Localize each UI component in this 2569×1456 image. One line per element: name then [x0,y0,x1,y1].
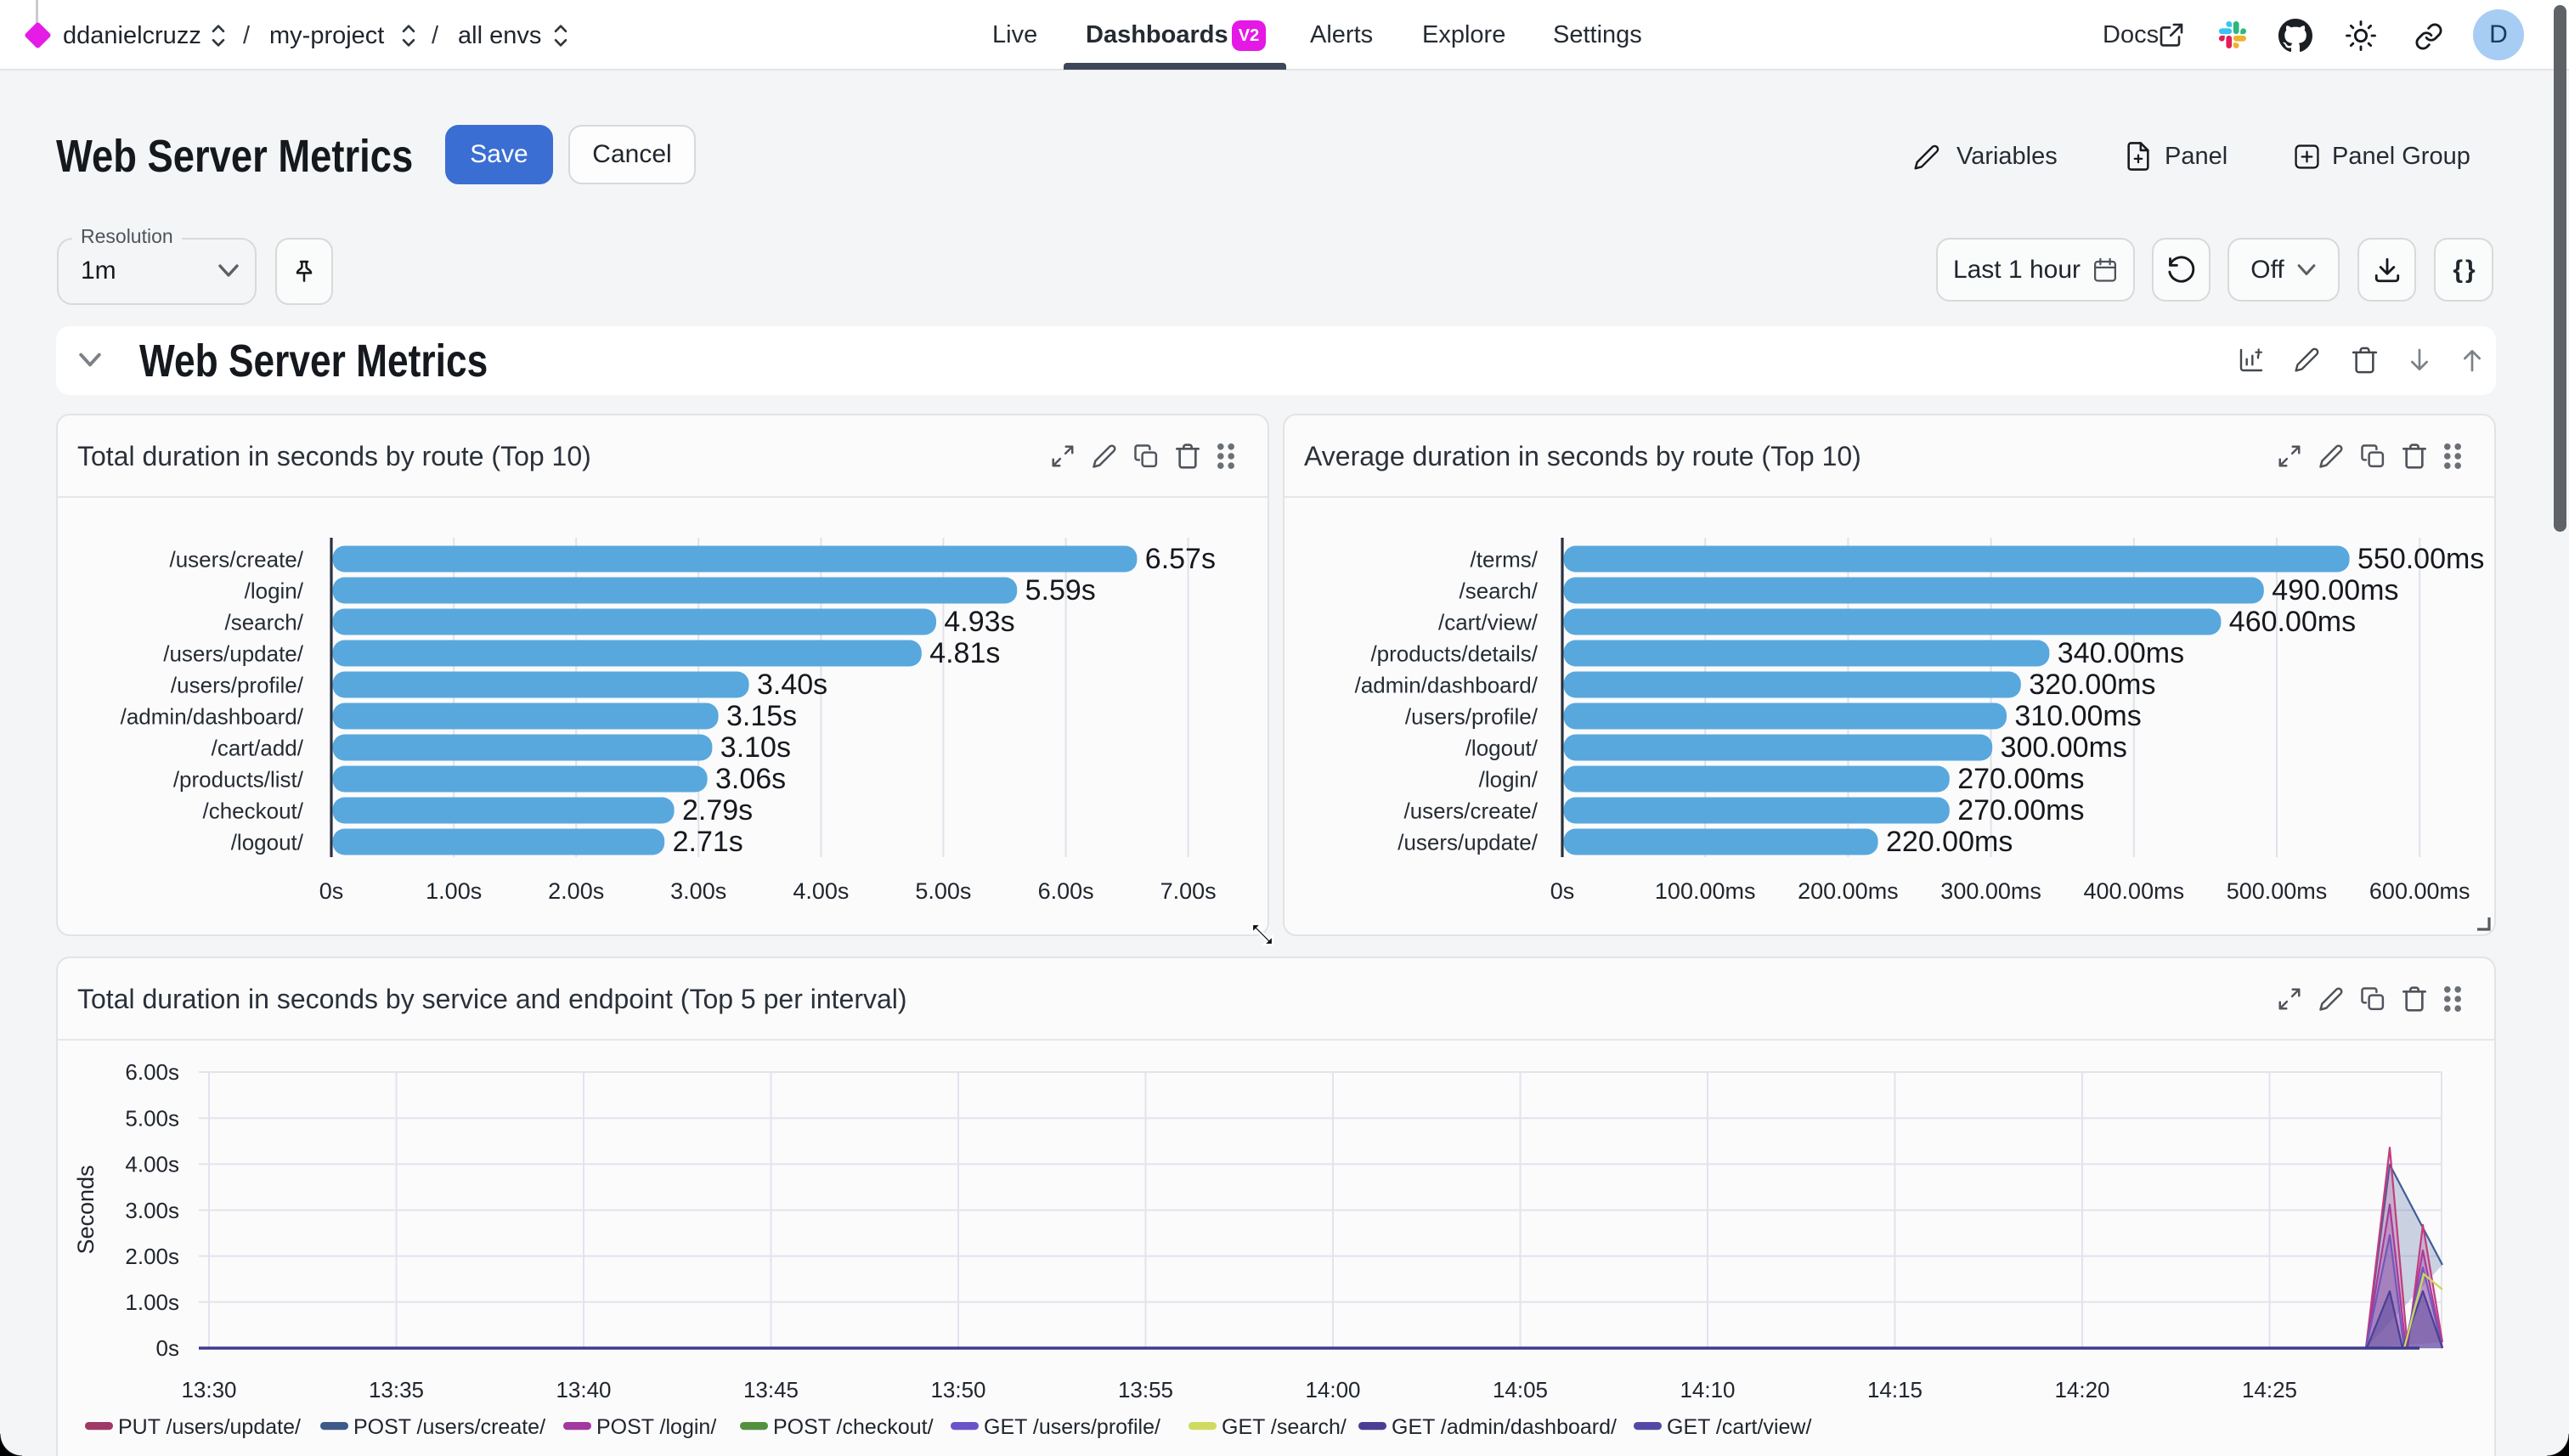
svg-text:100.00ms: 100.00ms [1655,878,1756,904]
svg-text:3.15s: 3.15s [726,700,797,732]
svg-text:/users/update/: /users/update/ [163,641,304,666]
svg-text:220.00ms: 220.00ms [1886,826,2013,858]
svg-text:/admin/dashboard/: /admin/dashboard/ [1355,672,1539,697]
svg-text:/login/: /login/ [1479,766,1539,792]
svg-text:13:40: 13:40 [556,1377,611,1402]
svg-text:5.00s: 5.00s [125,1105,179,1131]
svg-text:/users/update/: /users/update/ [1397,829,1539,855]
svg-text:/products/details/: /products/details/ [1370,641,1538,666]
svg-text:GET /cart/view/: GET /cart/view/ [1667,1415,1811,1439]
svg-text:2.00s: 2.00s [125,1244,179,1269]
svg-text:/search/: /search/ [225,609,304,635]
svg-text:460.00ms: 460.00ms [2229,606,2356,638]
svg-text:1.00s: 1.00s [426,878,482,904]
svg-text:2.71s: 2.71s [673,826,743,858]
svg-text:14:00: 14:00 [1305,1377,1360,1402]
svg-text:300.00ms: 300.00ms [1940,878,2041,904]
svg-text:/admin/dashboard/: /admin/dashboard/ [121,703,304,729]
svg-text:14:20: 14:20 [2054,1377,2109,1402]
svg-text:1.00s: 1.00s [125,1290,179,1315]
svg-text:6.57s: 6.57s [1145,543,1216,575]
svg-text:270.00ms: 270.00ms [1957,794,2084,827]
svg-text:3.10s: 3.10s [720,731,791,764]
svg-text:/users/profile/: /users/profile/ [1405,703,1539,729]
svg-text:490.00ms: 490.00ms [2272,574,2398,607]
svg-text:/checkout/: /checkout/ [202,798,303,823]
svg-text:GET /search/: GET /search/ [1222,1415,1347,1439]
svg-text:GET /users/profile/: GET /users/profile/ [984,1415,1160,1439]
svg-text:2.79s: 2.79s [682,794,753,827]
svg-text:0s: 0s [319,878,344,904]
svg-text:3.06s: 3.06s [715,763,786,795]
svg-text:/users/create/: /users/create/ [169,546,303,572]
svg-text:4.93s: 4.93s [944,606,1014,638]
svg-text:13:50: 13:50 [930,1377,985,1402]
svg-text:13:30: 13:30 [181,1377,236,1402]
svg-text:/cart/add/: /cart/add/ [212,735,304,760]
svg-text:/logout/: /logout/ [231,829,304,855]
svg-text:14:15: 14:15 [1867,1377,1923,1402]
svg-text:/products/list/: /products/list/ [173,766,304,792]
svg-text:14:25: 14:25 [2242,1377,2297,1402]
svg-text:/cart/view/: /cart/view/ [1438,609,1539,635]
svg-text:POST /users/create/: POST /users/create/ [353,1415,545,1439]
svg-text:13:45: 13:45 [743,1377,799,1402]
svg-text:POST /login/: POST /login/ [596,1415,716,1439]
svg-text:13:55: 13:55 [1118,1377,1173,1402]
svg-text:5.00s: 5.00s [915,878,971,904]
svg-text:/search/: /search/ [1460,578,1539,603]
svg-text:6.00s: 6.00s [125,1059,179,1085]
svg-text:13:35: 13:35 [369,1377,424,1402]
svg-text:/users/profile/: /users/profile/ [171,672,304,697]
svg-text:5.59s: 5.59s [1025,574,1096,607]
svg-text:3.40s: 3.40s [757,669,827,701]
svg-text:14:10: 14:10 [1680,1377,1735,1402]
svg-text:0s: 0s [1550,878,1575,904]
svg-text:4.81s: 4.81s [929,637,1000,669]
svg-text:500.00ms: 500.00ms [2227,878,2328,904]
svg-text:/logout/: /logout/ [1465,735,1539,760]
svg-text:400.00ms: 400.00ms [2084,878,2185,904]
svg-text:270.00ms: 270.00ms [1957,763,2084,795]
svg-text:2.00s: 2.00s [548,878,604,904]
svg-text:POST /checkout/: POST /checkout/ [773,1415,934,1439]
svg-text:4.00s: 4.00s [125,1152,179,1177]
svg-text:600.00ms: 600.00ms [2369,878,2470,904]
svg-text:Seconds: Seconds [73,1165,99,1254]
svg-text:7.00s: 7.00s [1160,878,1217,904]
svg-text:550.00ms: 550.00ms [2357,543,2484,575]
svg-text:3.00s: 3.00s [670,878,726,904]
svg-text:340.00ms: 340.00ms [2058,637,2184,669]
svg-text:0s: 0s [156,1335,179,1361]
svg-text:/terms/: /terms/ [1471,546,1539,572]
svg-text:/login/: /login/ [245,578,304,603]
svg-text:/users/create/: /users/create/ [1403,798,1538,823]
svg-text:320.00ms: 320.00ms [2029,669,2155,701]
svg-text:200.00ms: 200.00ms [1798,878,1899,904]
svg-text:GET /admin/dashboard/: GET /admin/dashboard/ [1392,1415,1617,1439]
svg-text:4.00s: 4.00s [793,878,849,904]
svg-text:300.00ms: 300.00ms [2001,731,2127,764]
svg-text:6.00s: 6.00s [1038,878,1094,904]
svg-text:PUT /users/update/: PUT /users/update/ [118,1415,301,1439]
svg-text:3.00s: 3.00s [125,1198,179,1223]
svg-text:310.00ms: 310.00ms [2014,700,2141,732]
svg-text:14:05: 14:05 [1493,1377,1548,1402]
